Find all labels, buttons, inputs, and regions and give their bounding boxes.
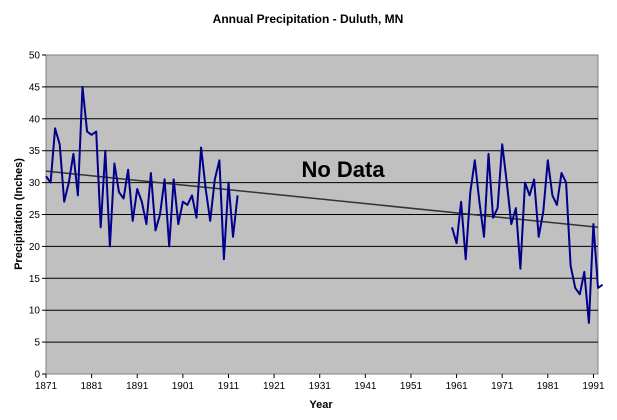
x-tick-label: 1961 <box>445 381 468 392</box>
precipitation-line-segment <box>451 143 604 324</box>
x-tick-label: 1981 <box>537 381 560 392</box>
y-tick-label: 0 <box>34 370 40 381</box>
x-tick-label: 1881 <box>80 381 103 392</box>
x-tick-label: 1911 <box>218 381 240 392</box>
y-axis-ticks: 0 5 10 15 20 25 30 35 40 45 50 <box>29 51 46 381</box>
y-tick-label: 5 <box>34 338 40 349</box>
y-tick-label: 35 <box>29 146 41 157</box>
chart-title: Annual Precipitation - Duluth, MN <box>213 12 404 26</box>
x-tick-label: 1971 <box>491 381 514 392</box>
y-tick-label: 45 <box>29 82 41 93</box>
x-tick-label: 1931 <box>309 381 332 392</box>
y-tick-label: 10 <box>29 306 41 317</box>
y-tick-label: 40 <box>29 114 41 125</box>
y-tick-label: 20 <box>29 242 41 253</box>
y-tick-label: 15 <box>29 274 41 285</box>
y-tick-label: 25 <box>29 210 41 221</box>
x-tick-label: 1941 <box>354 381 377 392</box>
precipitation-line-segment <box>45 85 239 261</box>
y-tick-label: 50 <box>29 51 41 62</box>
y-tick-label: 30 <box>29 178 41 189</box>
precipitation-series <box>45 85 604 324</box>
x-tick-label: 1901 <box>172 381 195 392</box>
x-axis-ticks: 1871 1881 1891 1901 1911 1921 1931 1941 1951 1961… <box>35 374 605 392</box>
x-tick-label: 1891 <box>126 381 149 392</box>
x-axis-title: Year <box>309 399 333 411</box>
trend-line <box>45 170 599 229</box>
y-axis-title: Precipitation (Inches) <box>13 158 25 270</box>
no-data-annotation: No Data <box>301 157 385 182</box>
x-tick-label: 1991 <box>582 381 605 392</box>
x-tick-label: 1921 <box>263 381 286 392</box>
x-tick-label: 1871 <box>35 381 58 392</box>
x-tick-label: 1951 <box>400 381 423 392</box>
